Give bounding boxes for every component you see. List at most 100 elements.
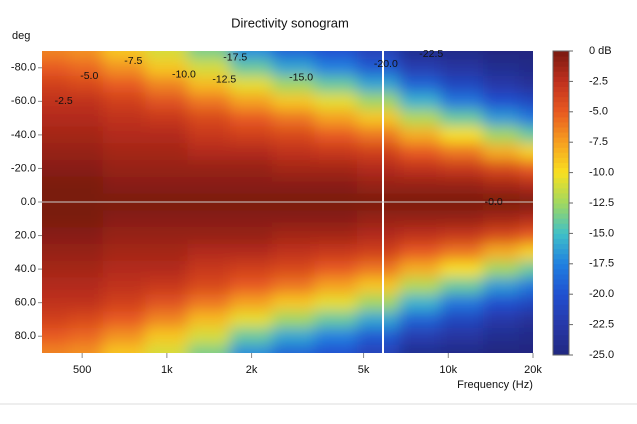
colorbar-swatch (553, 243, 569, 250)
contour-label: -5.0 (80, 70, 98, 82)
heat-cell (399, 243, 441, 262)
heat-cell (272, 51, 316, 60)
heat-cell (229, 294, 273, 312)
colorbar-swatch (553, 279, 569, 285)
heat-cell (68, 227, 104, 245)
heat-cell (440, 59, 484, 77)
heat-cell (519, 160, 533, 178)
colorbar-swatch (553, 157, 569, 163)
heat-cell (42, 160, 70, 178)
y-tick-label: 40.0 (15, 263, 36, 275)
heat-cell (314, 210, 358, 228)
heat-cell (272, 210, 316, 228)
heat-cell (399, 160, 441, 178)
heat-cell (272, 160, 316, 178)
heat-cell (272, 260, 316, 278)
colorbar-swatch (553, 86, 569, 93)
contour-label: -10.0 (172, 68, 196, 80)
heat-cell (482, 227, 520, 245)
heat-cell (519, 126, 533, 144)
heat-cell (229, 260, 273, 278)
heat-cell (229, 109, 273, 127)
heat-cell (399, 76, 441, 94)
contour-label: -22.5 (419, 48, 443, 60)
y-tick-label: -20.0 (11, 162, 36, 174)
heat-cell (482, 143, 520, 161)
heat-cell (102, 109, 146, 127)
heat-cell (42, 311, 70, 329)
colorbar-swatch (553, 228, 569, 234)
heat-cell (399, 294, 441, 312)
heat-cell (102, 143, 146, 161)
heat-cell (68, 92, 104, 111)
heat-cell (187, 109, 231, 127)
heat-cell (519, 143, 533, 161)
heat-cell (482, 344, 520, 353)
heat-cell (399, 277, 441, 295)
heat-cell (229, 243, 273, 262)
heat-cell (482, 51, 520, 60)
heat-cell (356, 59, 400, 77)
heat-cell (272, 126, 316, 144)
heat-cell (187, 277, 231, 295)
heat-cell (314, 311, 358, 329)
heat-cell (399, 210, 441, 228)
heat-cell (102, 160, 146, 178)
heat-cell (272, 277, 316, 295)
heat-cell (272, 311, 316, 329)
heat-cell (399, 59, 441, 77)
heat-cell (440, 260, 484, 278)
heat-cell (102, 76, 146, 94)
colorbar-swatch (553, 218, 569, 224)
heat-cell (356, 160, 400, 178)
heat-cell (519, 294, 533, 312)
heat-cell (229, 227, 273, 245)
heat-cell (440, 92, 484, 111)
heat-cell (187, 160, 231, 178)
colorbar-swatch (553, 263, 569, 270)
heat-cell (145, 210, 188, 228)
colorbar-swatch (553, 349, 569, 356)
heat-cell (102, 327, 146, 346)
colorbar-swatch (553, 192, 569, 199)
heat-cell (519, 76, 533, 94)
heat-cell (314, 59, 358, 77)
colorbar-swatch (553, 66, 569, 72)
heat-cell (42, 126, 70, 144)
heat-cell (440, 227, 484, 245)
colorbar-swatch (553, 289, 569, 295)
heat-cell (68, 294, 104, 312)
heat-cell (187, 176, 231, 195)
colorbar-swatch (553, 116, 569, 123)
colorbar-swatch (553, 294, 569, 300)
y-tick-label: -40.0 (11, 129, 36, 141)
heat-cell (314, 227, 358, 245)
heat-cell (356, 210, 400, 228)
colorbar-swatch (553, 172, 569, 179)
heat-cell (356, 277, 400, 295)
y-tick-label: 0.0 (21, 196, 36, 208)
colorbar-swatch (553, 304, 569, 310)
heat-cell (187, 210, 231, 228)
heat-cell (356, 51, 400, 60)
heat-cell (145, 126, 188, 144)
heat-cell (145, 260, 188, 278)
contour-label: -2.5 (55, 95, 73, 107)
heat-cell (314, 277, 358, 295)
heat-cell (440, 344, 484, 353)
y-tick-label: -60.0 (11, 95, 36, 107)
heat-cell (145, 76, 188, 94)
heat-cell (356, 92, 400, 111)
heat-cell (356, 227, 400, 245)
heat-cell (519, 243, 533, 262)
heat-cell (229, 327, 273, 346)
heat-cell (482, 160, 520, 178)
heat-cell (440, 311, 484, 329)
heat-cell (399, 260, 441, 278)
heat-cell (272, 327, 316, 346)
colorbar-swatch (553, 284, 569, 290)
colorbar-tick-label: -12.5 (589, 197, 614, 209)
heat-cell (314, 294, 358, 312)
heat-cell (519, 92, 533, 111)
colorbar-swatch (553, 233, 569, 239)
